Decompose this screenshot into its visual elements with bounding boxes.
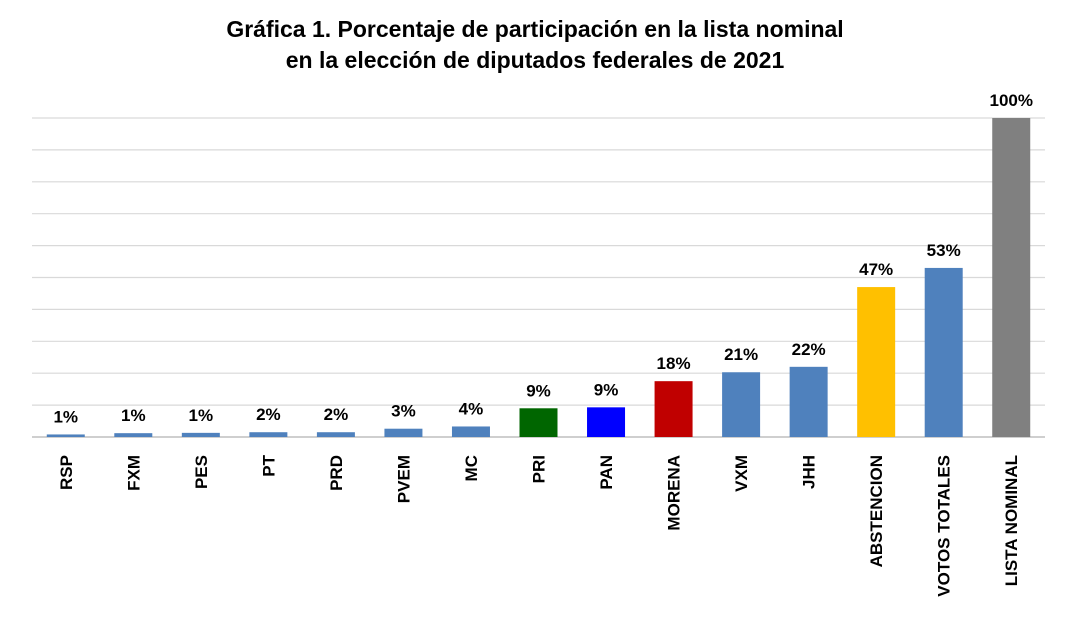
- bar-fxm: [114, 433, 153, 437]
- x-tick-label: RSP: [57, 455, 76, 490]
- x-tick-label: VOTOS TOTALES: [935, 455, 954, 597]
- x-tick-label: PRI: [530, 455, 549, 483]
- bar-pes: [181, 432, 220, 437]
- bar-abstencion: [857, 287, 896, 437]
- data-label: 1%: [121, 406, 146, 425]
- x-tick-label: PT: [259, 454, 278, 476]
- x-tick-label: MC: [462, 455, 481, 481]
- data-label: 4%: [459, 399, 484, 418]
- x-tick-label: PRD: [327, 455, 346, 491]
- bar-rsp: [46, 434, 85, 437]
- bar-morena: [654, 381, 693, 437]
- data-label: 18%: [657, 354, 691, 373]
- data-label: 21%: [724, 345, 758, 364]
- bar-vxm: [722, 372, 761, 437]
- x-tick-label: ABSTENCION: [867, 455, 886, 567]
- bar-mc: [451, 426, 490, 437]
- data-label: 22%: [792, 340, 826, 359]
- bar-pvem: [384, 428, 423, 437]
- chart-title-line2: en la elección de diputados federales de…: [285, 47, 785, 73]
- data-label: 53%: [927, 241, 961, 260]
- x-tick-label: VXM: [732, 455, 751, 492]
- data-label: 1%: [53, 407, 78, 426]
- data-label: 9%: [594, 380, 619, 399]
- bar-prd: [316, 432, 355, 437]
- data-label: 1%: [189, 406, 214, 425]
- data-label: 3%: [391, 402, 416, 421]
- data-label: 47%: [859, 260, 893, 279]
- x-tick-label: PVEM: [394, 455, 413, 503]
- data-label: 100%: [989, 91, 1032, 110]
- x-tick-label: JHH: [800, 455, 819, 489]
- chart-title: Gráfica 1. Porcentaje de participación e…: [0, 14, 1070, 76]
- data-label: 2%: [256, 405, 281, 424]
- bar-pri: [519, 408, 558, 437]
- bar-pt: [249, 432, 288, 437]
- x-tick-label: MORENA: [665, 455, 684, 531]
- data-label: 2%: [324, 405, 349, 424]
- x-tick-label: PES: [192, 455, 211, 489]
- chart-title-line1: Gráfica 1. Porcentaje de participación e…: [226, 16, 844, 42]
- x-tick-label: PAN: [597, 455, 616, 490]
- bar-jhh: [789, 366, 828, 437]
- data-label: 9%: [526, 381, 551, 400]
- bar-pan: [587, 407, 626, 437]
- x-tick-label: FXM: [124, 455, 143, 491]
- bar-lista-nominal: [992, 118, 1031, 437]
- x-tick-label: LISTA NOMINAL: [1002, 455, 1021, 586]
- bar-votos-totales: [924, 267, 963, 437]
